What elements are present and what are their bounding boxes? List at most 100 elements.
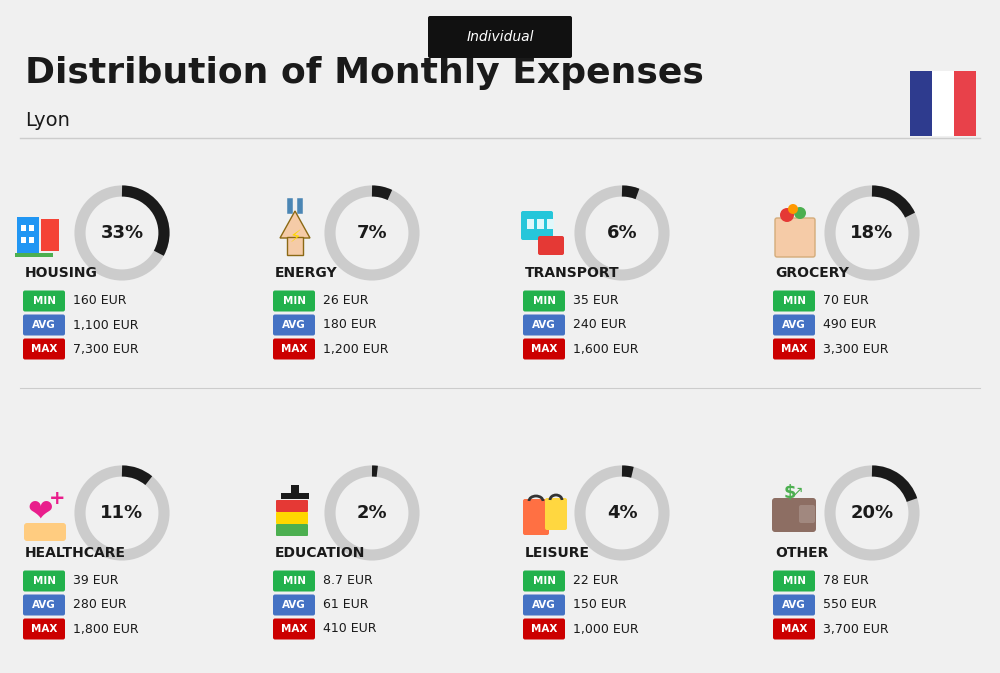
FancyBboxPatch shape	[428, 16, 572, 58]
FancyBboxPatch shape	[773, 571, 815, 592]
FancyBboxPatch shape	[773, 594, 815, 616]
FancyBboxPatch shape	[17, 217, 39, 255]
FancyBboxPatch shape	[276, 512, 308, 524]
Text: 160 EUR: 160 EUR	[73, 295, 126, 308]
Text: MIN: MIN	[532, 576, 556, 586]
FancyBboxPatch shape	[954, 71, 976, 135]
Text: AVG: AVG	[782, 600, 806, 610]
Text: EDUCATION: EDUCATION	[275, 546, 365, 560]
Text: 1,200 EUR: 1,200 EUR	[323, 343, 388, 355]
Text: 8.7 EUR: 8.7 EUR	[323, 575, 373, 588]
FancyBboxPatch shape	[276, 500, 308, 512]
Text: 3,700 EUR: 3,700 EUR	[823, 623, 889, 635]
Circle shape	[780, 208, 794, 222]
FancyBboxPatch shape	[772, 498, 816, 532]
Text: ⚡: ⚡	[289, 228, 301, 246]
Polygon shape	[280, 211, 310, 238]
Text: AVG: AVG	[282, 320, 306, 330]
FancyBboxPatch shape	[523, 571, 565, 592]
FancyBboxPatch shape	[276, 524, 308, 536]
Text: Distribution of Monthly Expenses: Distribution of Monthly Expenses	[25, 56, 704, 90]
Text: MIN: MIN	[32, 576, 56, 586]
Text: +: +	[49, 489, 65, 507]
Text: 1,800 EUR: 1,800 EUR	[73, 623, 139, 635]
Text: MIN: MIN	[532, 296, 556, 306]
Text: 550 EUR: 550 EUR	[823, 598, 877, 612]
Text: AVG: AVG	[532, 600, 556, 610]
Text: 39 EUR: 39 EUR	[73, 575, 119, 588]
Text: 6%: 6%	[607, 224, 637, 242]
Text: MAX: MAX	[281, 344, 307, 354]
Text: AVG: AVG	[782, 320, 806, 330]
FancyBboxPatch shape	[23, 314, 65, 336]
FancyBboxPatch shape	[273, 339, 315, 359]
Text: GROCERY: GROCERY	[775, 266, 849, 280]
FancyBboxPatch shape	[523, 618, 565, 639]
Text: MAX: MAX	[781, 344, 807, 354]
Text: MIN: MIN	[283, 296, 306, 306]
Circle shape	[788, 204, 798, 214]
FancyBboxPatch shape	[41, 219, 59, 251]
Text: ❤: ❤	[27, 499, 53, 528]
Text: ↗: ↗	[791, 484, 803, 498]
Text: 7%: 7%	[357, 224, 387, 242]
Text: 61 EUR: 61 EUR	[323, 598, 368, 612]
FancyBboxPatch shape	[773, 618, 815, 639]
Text: ENERGY: ENERGY	[275, 266, 338, 280]
Text: 70 EUR: 70 EUR	[823, 295, 869, 308]
FancyBboxPatch shape	[29, 237, 34, 243]
Text: MAX: MAX	[781, 624, 807, 634]
FancyBboxPatch shape	[287, 237, 303, 255]
FancyBboxPatch shape	[547, 219, 554, 229]
FancyBboxPatch shape	[24, 523, 66, 541]
Text: 1,100 EUR: 1,100 EUR	[73, 318, 138, 332]
Text: 18%: 18%	[850, 224, 894, 242]
Text: MAX: MAX	[31, 624, 57, 634]
FancyBboxPatch shape	[545, 498, 567, 530]
Text: 33%: 33%	[100, 224, 144, 242]
FancyBboxPatch shape	[523, 314, 565, 336]
Text: HOUSING: HOUSING	[25, 266, 98, 280]
FancyBboxPatch shape	[23, 594, 65, 616]
FancyBboxPatch shape	[523, 594, 565, 616]
Text: Lyon: Lyon	[25, 112, 70, 131]
Text: 3,300 EUR: 3,300 EUR	[823, 343, 889, 355]
Text: MIN: MIN	[283, 576, 306, 586]
FancyBboxPatch shape	[773, 314, 815, 336]
FancyBboxPatch shape	[23, 618, 65, 639]
FancyBboxPatch shape	[910, 71, 932, 135]
Text: MAX: MAX	[281, 624, 307, 634]
Text: 78 EUR: 78 EUR	[823, 575, 869, 588]
Text: $: $	[784, 484, 796, 502]
Text: 2%: 2%	[357, 504, 387, 522]
Text: OTHER: OTHER	[775, 546, 828, 560]
FancyBboxPatch shape	[537, 219, 544, 229]
FancyBboxPatch shape	[521, 211, 553, 240]
Text: HEALTHCARE: HEALTHCARE	[25, 546, 126, 560]
Text: 410 EUR: 410 EUR	[323, 623, 376, 635]
FancyBboxPatch shape	[273, 314, 315, 336]
Text: 490 EUR: 490 EUR	[823, 318, 876, 332]
Text: AVG: AVG	[32, 600, 56, 610]
Text: MAX: MAX	[31, 344, 57, 354]
Text: 11%: 11%	[100, 504, 144, 522]
FancyBboxPatch shape	[23, 339, 65, 359]
Text: 26 EUR: 26 EUR	[323, 295, 368, 308]
FancyBboxPatch shape	[775, 218, 815, 257]
FancyBboxPatch shape	[273, 594, 315, 616]
FancyBboxPatch shape	[523, 339, 565, 359]
Circle shape	[794, 207, 806, 219]
Text: 7,300 EUR: 7,300 EUR	[73, 343, 139, 355]
Text: MIN: MIN	[782, 296, 806, 306]
Text: 240 EUR: 240 EUR	[573, 318, 626, 332]
FancyBboxPatch shape	[799, 505, 815, 523]
Text: 150 EUR: 150 EUR	[573, 598, 627, 612]
FancyBboxPatch shape	[23, 571, 65, 592]
FancyBboxPatch shape	[281, 493, 309, 499]
FancyBboxPatch shape	[523, 499, 549, 535]
FancyBboxPatch shape	[21, 225, 26, 231]
FancyBboxPatch shape	[523, 291, 565, 312]
FancyBboxPatch shape	[273, 291, 315, 312]
FancyBboxPatch shape	[932, 71, 954, 135]
Text: AVG: AVG	[532, 320, 556, 330]
